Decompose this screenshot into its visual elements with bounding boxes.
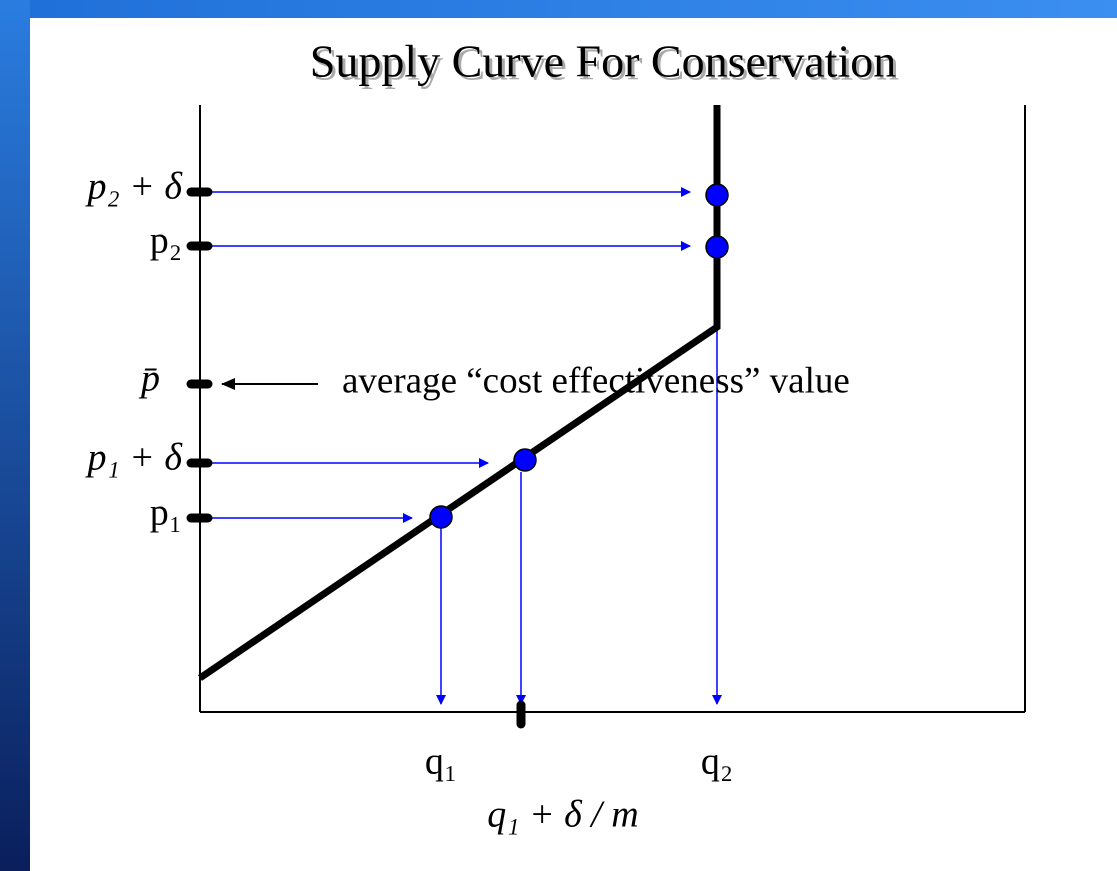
ticks (186, 187, 526, 729)
supply-curve (198, 105, 721, 681)
y-label: p₁ (150, 492, 182, 534)
y-label: p̄ (138, 358, 160, 400)
y-label: p₁ + δ (84, 437, 183, 479)
title-shadow: Supply Curve For Conservation (313, 39, 899, 90)
left-band (0, 0, 30, 871)
points (429, 183, 729, 529)
x-label: q₁ (425, 741, 457, 783)
x-label: q₁ + δ / m (487, 794, 639, 836)
y-label: p₂ (150, 220, 182, 262)
arrows (210, 187, 722, 705)
top-band (0, 0, 1117, 18)
title: Supply Curve For Conservation (310, 36, 896, 87)
y-label: p₂ + δ (84, 166, 183, 208)
axes (199, 105, 1026, 713)
x-label: q₂ (701, 741, 733, 783)
annotation: average “cost effectiveness” value (342, 360, 850, 401)
